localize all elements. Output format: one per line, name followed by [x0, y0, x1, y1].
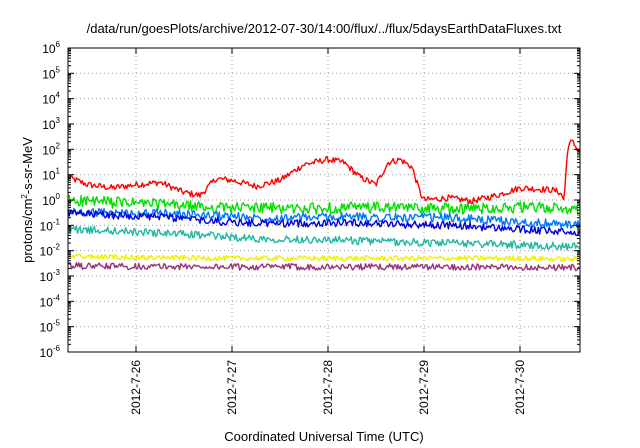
- y-tick-label: 10-5: [40, 319, 61, 335]
- y-tick-label: 103: [42, 116, 60, 132]
- x-tick-labels: 2012-7-26 2012-7-27 2012-7-28 2012-7-29 2012…: [129, 360, 527, 415]
- x-tick-label: 2012-7-29: [417, 360, 431, 415]
- series-line-6: [67, 253, 580, 263]
- series-line-4: [67, 209, 580, 237]
- y-axis-label: protons/cm2-s-sr-MeV: [20, 137, 35, 263]
- y-tick-label: 106: [42, 40, 60, 56]
- x-tick-label: 2012-7-26: [129, 360, 143, 415]
- x-axis-label: Coordinated Universal Time (UTC): [224, 429, 423, 444]
- tick-marks: [68, 47, 580, 353]
- x-tick-label: 2012-7-27: [225, 360, 239, 415]
- y-tick-label: 102: [42, 141, 60, 157]
- series-line-5: [67, 225, 580, 251]
- series-line-7: [67, 262, 580, 272]
- series-line-2: [67, 194, 580, 216]
- series-line-1: [67, 139, 580, 205]
- y-tick-label: 10-2: [40, 243, 61, 259]
- series-line-3: [67, 207, 580, 229]
- y-tick-label: 10-4: [40, 293, 61, 309]
- y-tick-label: 105: [42, 65, 60, 81]
- y-tick-label: 10-1: [40, 217, 61, 233]
- y-tick-label: 100: [42, 192, 60, 208]
- x-tick-label: 2012-7-30: [513, 360, 527, 415]
- y-tick-label: 10-6: [40, 344, 61, 360]
- y-tick-labels: 10-6 10-5 10-4 10-3 10-2 10-1 100 101 102 103 104 1…: [40, 40, 61, 360]
- grid: [68, 48, 580, 352]
- y-tick-label: 104: [42, 91, 60, 107]
- series-layer: [67, 139, 580, 272]
- chart-title: /data/run/goesPlots/archive/2012-07-30/1…: [87, 21, 562, 36]
- y-tick-label: 10-3: [40, 268, 61, 284]
- x-tick-label: 2012-7-28: [321, 360, 335, 415]
- y-tick-label: 101: [42, 167, 60, 183]
